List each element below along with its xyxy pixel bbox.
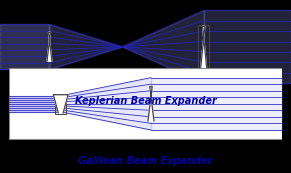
Text: Keplerian Beam Expander: Keplerian Beam Expander bbox=[74, 96, 217, 106]
Polygon shape bbox=[201, 26, 207, 67]
Polygon shape bbox=[53, 95, 68, 113]
Polygon shape bbox=[148, 86, 154, 121]
Bar bbox=[55, 94, 66, 114]
Text: Galilean Beam Expander: Galilean Beam Expander bbox=[78, 156, 213, 166]
Polygon shape bbox=[47, 32, 52, 61]
Bar bbox=[198, 25, 209, 68]
